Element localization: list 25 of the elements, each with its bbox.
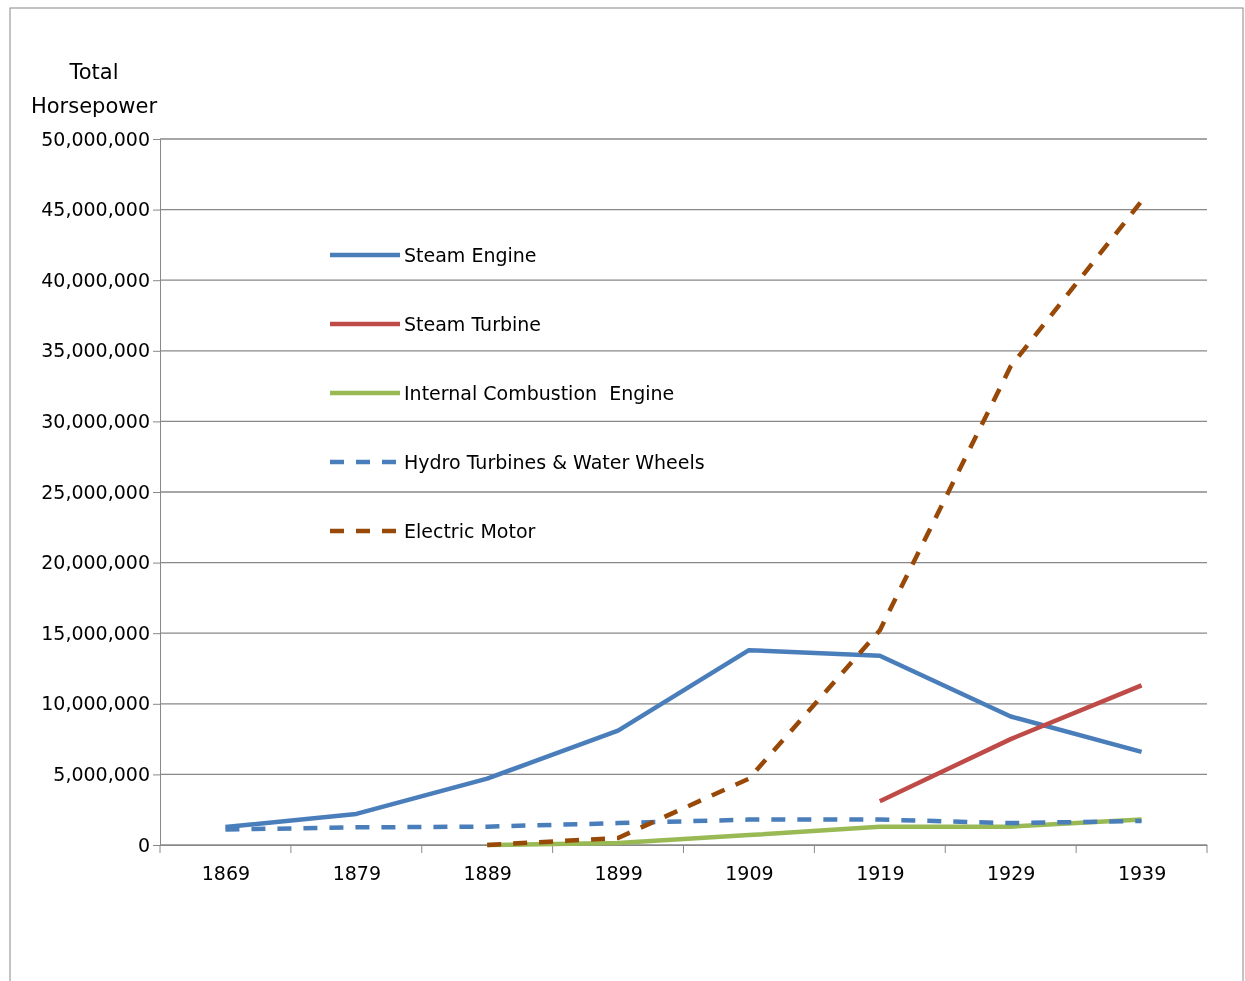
y-tick-label: 30,000,000 — [41, 409, 150, 432]
x-tick-label: 1899 — [594, 862, 643, 885]
y-tick-label: 5,000,000 — [53, 762, 150, 785]
y-tick-label: 15,000,000 — [41, 621, 150, 644]
x-tick-label: 1909 — [725, 862, 774, 885]
legend-label: Hydro Turbines & Water Wheels — [404, 451, 705, 473]
y-tick-label: 25,000,000 — [41, 480, 150, 503]
y-tick-label: 35,000,000 — [41, 339, 150, 362]
x-tick-label: 1879 — [332, 862, 381, 885]
legend-label: Internal Combustion Engine — [404, 382, 675, 404]
x-tick-label: 1929 — [987, 862, 1036, 885]
y-axis-title: Total Horsepower — [30, 60, 158, 118]
x-tick-label: 1939 — [1117, 862, 1167, 885]
legend-label: Electric Motor — [404, 520, 536, 542]
y-tick-label: 40,000,000 — [41, 268, 150, 291]
y-tick-label: 45,000,000 — [41, 198, 150, 221]
y-tick-label: 50,000,000 — [41, 127, 150, 150]
x-tick-label: 1869 — [201, 862, 251, 885]
x-tick-label: 1919 — [856, 862, 905, 885]
y-tick-label: 0 — [137, 833, 150, 856]
y-tick-label: 10,000,000 — [41, 692, 150, 715]
legend-label: Steam Engine — [404, 244, 537, 266]
legend-label: Steam Turbine — [404, 313, 542, 335]
x-tick-label: 1889 — [463, 862, 512, 885]
y-tick-label: 20,000,000 — [41, 551, 150, 574]
